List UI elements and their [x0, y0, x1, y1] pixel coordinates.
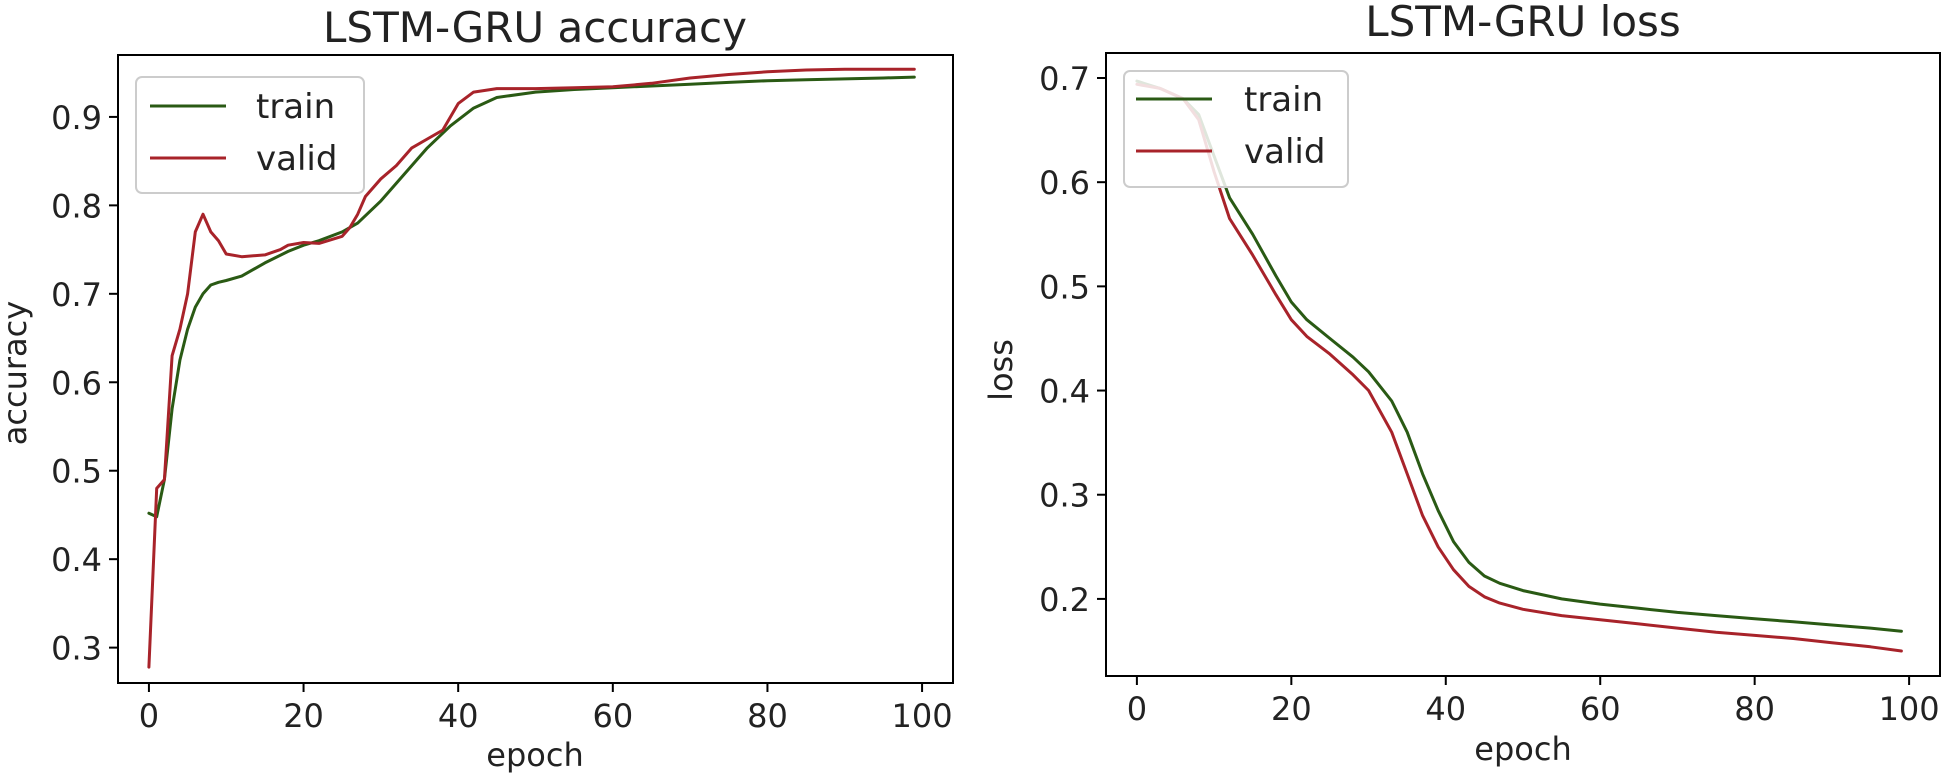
- accuracy-series: [147, 67, 916, 669]
- loss-y-tick-label: 0.2: [1039, 581, 1090, 619]
- loss-x-tick-label: 80: [1734, 690, 1775, 728]
- loss-x-tick-label: 20: [1271, 690, 1312, 728]
- accuracy-x-tick-label: 60: [592, 697, 633, 735]
- loss-series: [1135, 79, 1903, 653]
- accuracy-x-tick-label: 0: [139, 697, 159, 735]
- loss-chart: LSTM-GRU loss 0.2 0.3 0.4 0.5 0.6 0.7 0 20 40 60…: [982, 0, 1941, 768]
- accuracy-legend-valid-label: valid: [256, 139, 337, 179]
- accuracy-x-tick-label: 20: [283, 697, 324, 735]
- loss-plot-frame: [1105, 52, 1941, 677]
- loss-y-tick-label: 0.4: [1039, 373, 1090, 411]
- accuracy-x-tick-label: 80: [747, 697, 788, 735]
- loss-y-tick-label: 0.3: [1039, 477, 1090, 515]
- accuracy-x-axis-label: epoch: [486, 736, 583, 774]
- accuracy-x-tick-label: 100: [892, 697, 953, 735]
- loss-y-axis: 0.2 0.3 0.4 0.5 0.6 0.7: [1039, 60, 1106, 619]
- loss-y-tick-label: 0.7: [1039, 60, 1090, 98]
- accuracy-y-tick-label: 0.8: [51, 187, 102, 225]
- loss-valid-line: [1135, 82, 1903, 653]
- accuracy-plot-frame: [117, 54, 954, 684]
- loss-x-axis-label: epoch: [1474, 730, 1571, 768]
- loss-y-axis-label: loss: [982, 339, 1020, 401]
- accuracy-y-tick-label: 0.4: [51, 541, 102, 579]
- accuracy-legend: train valid: [135, 76, 365, 194]
- accuracy-chart-title: LSTM-GRU accuracy: [323, 3, 747, 52]
- accuracy-y-tick-label: 0.7: [51, 276, 102, 314]
- loss-legend-valid-label: valid: [1244, 132, 1325, 172]
- accuracy-legend-train-label: train: [256, 87, 335, 127]
- accuracy-y-tick-label: 0.3: [51, 630, 102, 668]
- accuracy-y-axis-label: accuracy: [0, 301, 34, 445]
- loss-x-tick-label: 60: [1580, 690, 1621, 728]
- loss-y-tick-label: 0.6: [1039, 164, 1090, 202]
- loss-x-tick-label: 100: [1879, 690, 1940, 728]
- accuracy-x-tick-label: 40: [438, 697, 479, 735]
- loss-legend: train valid: [1123, 70, 1349, 188]
- loss-x-axis: 0 20 40 60 80 100: [1127, 676, 1940, 728]
- accuracy-y-tick-label: 0.5: [51, 453, 102, 491]
- accuracy-y-tick-label: 0.6: [51, 364, 102, 402]
- accuracy-y-tick-label: 0.9: [51, 99, 102, 137]
- loss-legend-train-label: train: [1244, 80, 1323, 120]
- accuracy-train-line: [147, 75, 916, 519]
- accuracy-y-axis: 0.3 0.4 0.5 0.6 0.7 0.8 0.9: [51, 99, 118, 668]
- loss-train-line: [1135, 79, 1903, 633]
- accuracy-valid-line: [147, 67, 916, 669]
- loss-chart-title: LSTM-GRU loss: [1365, 0, 1681, 46]
- loss-x-tick-label: 40: [1425, 690, 1466, 728]
- loss-x-tick-label: 0: [1127, 690, 1147, 728]
- loss-y-tick-label: 0.5: [1039, 268, 1090, 306]
- accuracy-chart: LSTM-GRU accuracy 0.30.40.50.60.70.80.9 …: [0, 3, 954, 774]
- accuracy-x-axis: 0 20 40 60 80 100: [139, 683, 953, 735]
